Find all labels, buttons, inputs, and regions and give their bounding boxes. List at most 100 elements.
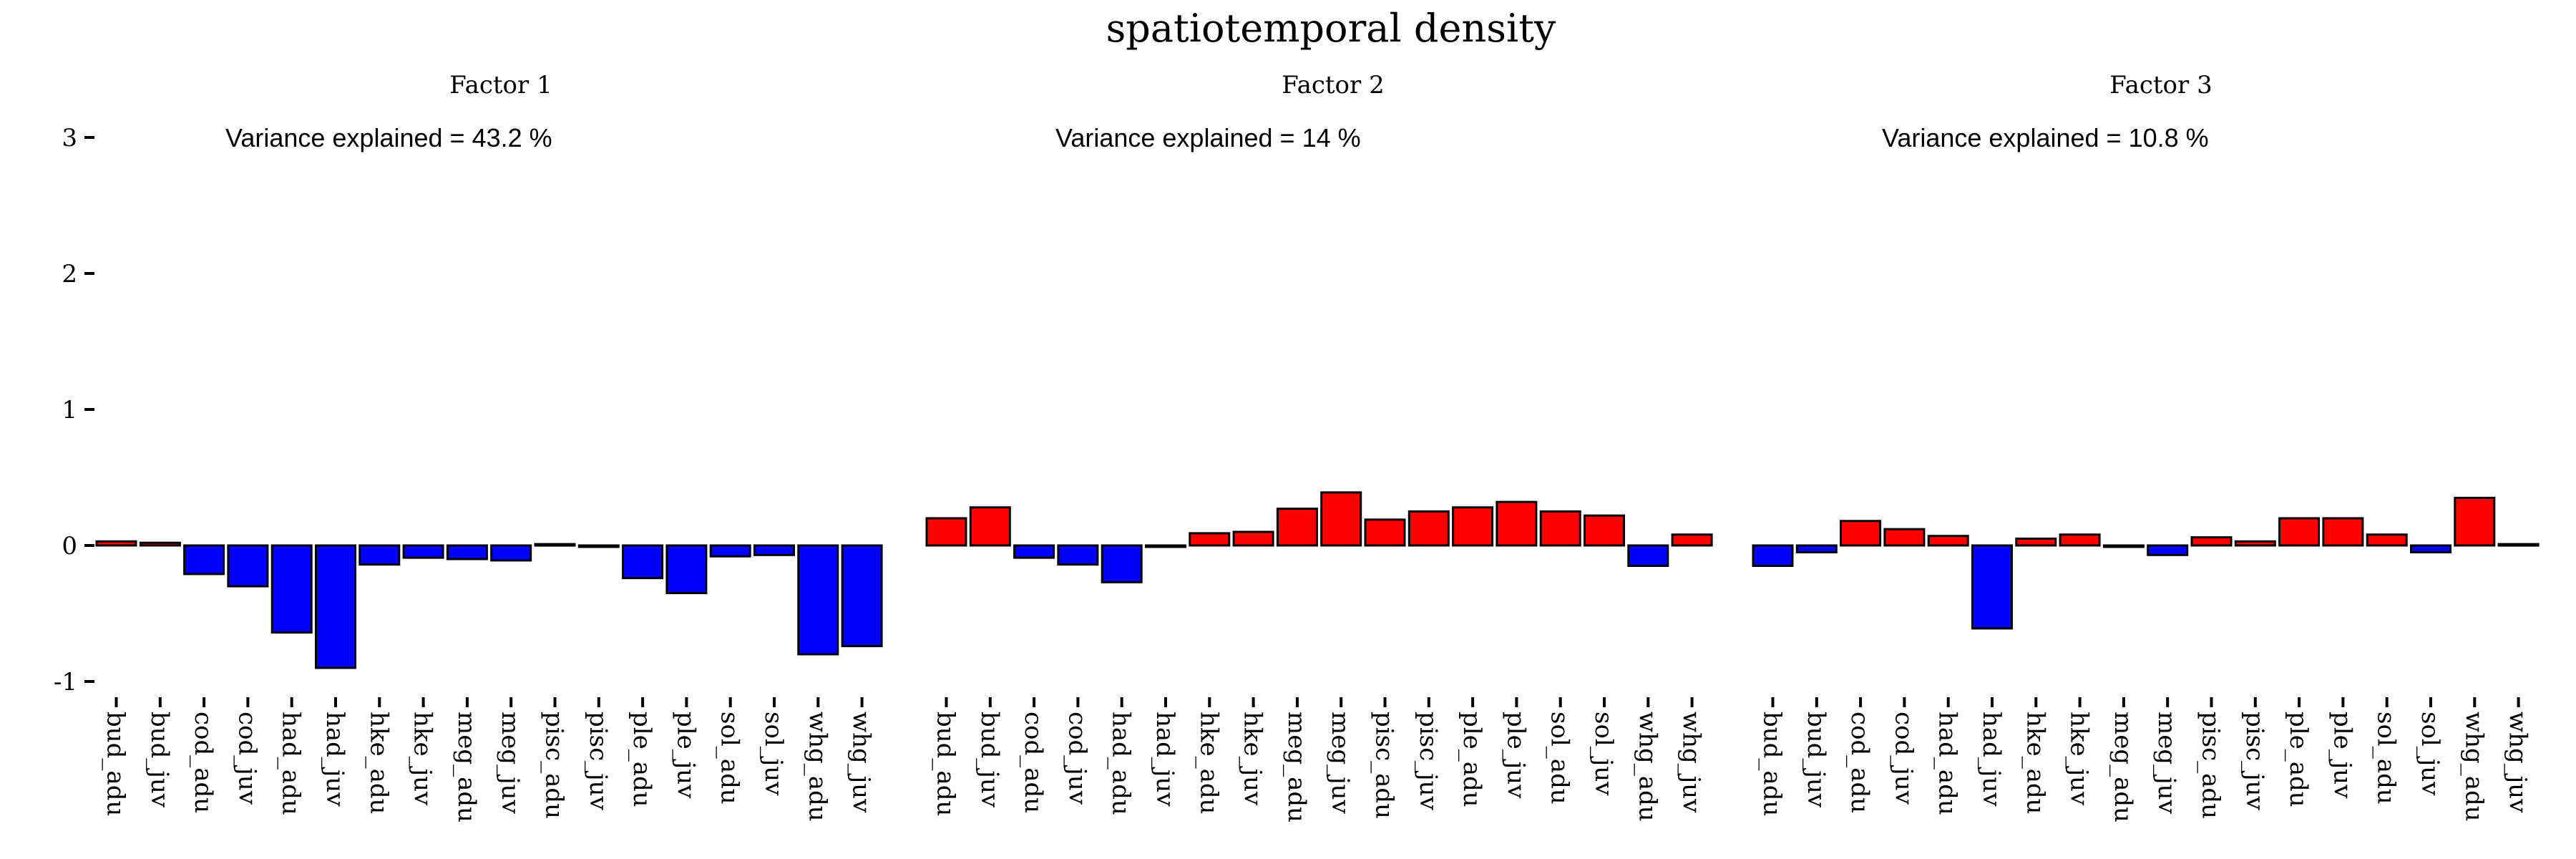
bar-ple_juv (1496, 500, 1538, 547)
x-tick-label: cod_adu (1845, 712, 1874, 813)
x-tick-label: sol_juv (1589, 712, 1618, 796)
x-tick-label: ple_juv (1501, 712, 1530, 799)
bar-cod_juv (1883, 528, 1926, 547)
x-tick-label: whg_adu (803, 712, 831, 822)
bar-had_adu (1101, 544, 1143, 583)
bar-pisc_juv (577, 544, 620, 548)
x-tick-label: cod_adu (189, 712, 218, 813)
x-tick-label: meg_juv (2152, 712, 2181, 815)
x-tick-label: had_juv (1151, 712, 1179, 807)
bar-had_juv (1145, 544, 1186, 548)
x-tick-label: hke_juv (409, 712, 437, 806)
bar-whg_juv (841, 544, 883, 648)
bar-meg_adu (1276, 508, 1318, 547)
x-tick-label: sol_adu (716, 712, 744, 805)
x-tick-label: sol_adu (1546, 712, 1574, 805)
x-tick-label: had_juv (321, 712, 349, 807)
x-tick-label: bud_adu (932, 712, 960, 816)
x-tick-label: ple_juv (671, 712, 700, 799)
x-tick-label: pisc_juv (1414, 712, 1443, 811)
bar-cod_adu (1840, 520, 1882, 547)
bar-had_adu (270, 544, 313, 634)
x-tick-label: ple_juv (2328, 712, 2356, 799)
bar-whg_juv (2497, 543, 2540, 547)
bar-pisc_adu (534, 543, 576, 547)
variance-explained-label: Variance explained = 10.8 % (1882, 123, 2209, 152)
bar-sol_juv (1584, 514, 1625, 547)
x-tick-label: had_juv (1977, 712, 2006, 807)
x-tick-label: pisc_juv (584, 712, 613, 811)
x-tick-label: had_adu (277, 712, 306, 815)
x-tick-label: cod_juv (1063, 712, 1091, 805)
bar-pisc_adu (2190, 536, 2233, 547)
bar-sol_juv (753, 544, 795, 556)
bar-meg_juv (2147, 544, 2189, 556)
factor-panel-2: Factor 2 Variance explained = 14 % bud_adu… (925, 71, 1713, 822)
x-tick-label: sol_juv (759, 712, 788, 796)
bar-hke_adu (358, 544, 401, 566)
x-tick-label: whg_adu (1633, 712, 1662, 822)
bar-pisc_adu (1364, 518, 1406, 547)
x-tick-label: whg_adu (2459, 712, 2488, 822)
bar-meg_adu (446, 544, 488, 560)
bar-sol_adu (2366, 533, 2408, 547)
bar-sol_juv (2410, 544, 2451, 553)
x-tick-label: had_adu (1107, 712, 1136, 815)
y-tick-label: -1 (54, 668, 77, 697)
x-tick-label: had_adu (1933, 712, 1962, 815)
x-tick-label: sol_juv (2416, 712, 2444, 796)
bar-cod_adu (1013, 544, 1055, 559)
bar-cod_juv (227, 544, 269, 588)
x-tick-label: whg_juv (847, 712, 876, 813)
bar-had_juv (315, 544, 356, 669)
panel-title: Factor 1 (449, 71, 552, 100)
x-tick-label: pisc_adu (540, 712, 569, 819)
x-tick-label: hke_adu (2021, 712, 2049, 815)
x-tick-label: bud_juv (975, 712, 1004, 808)
bar-ple_juv (665, 544, 708, 594)
bar-bud_juv (969, 506, 1011, 547)
x-tick-label: meg_adu (2109, 712, 2137, 822)
bar-hke_adu (2015, 538, 2057, 547)
x-tick-label: hke_juv (1239, 712, 1267, 806)
bar-cod_juv (1057, 544, 1099, 566)
x-tick-label: hke_adu (364, 712, 393, 815)
bar-whg_adu (1627, 544, 1669, 567)
x-tick-label: cod_adu (1019, 712, 1048, 813)
x-tick-label: meg_juv (1326, 712, 1355, 815)
x-tick-label: sol_adu (2372, 712, 2401, 805)
bar-ple_adu (2278, 517, 2321, 547)
factor-panel-3: Factor 3 Variance explained = 10.8 % bud_a… (1752, 71, 2540, 822)
bar-bud_juv (139, 541, 181, 547)
variance-explained-label: Variance explained = 43.2 % (225, 123, 552, 152)
bar-had_juv (1971, 544, 2013, 630)
y-axis: 3 2 1 0 -1 (54, 124, 94, 697)
bar-bud_juv (1795, 544, 1838, 553)
x-tick-label: ple_adu (2284, 712, 2313, 807)
variance-explained-label: Variance explained = 14 % (1055, 123, 1361, 152)
factor-panel-1: Factor 1 Variance explained = 43.2 % bud_a… (95, 71, 883, 822)
x-tick-label: hke_adu (1194, 712, 1223, 815)
bar-pisc_juv (1407, 510, 1450, 547)
x-tick-label: ple_adu (628, 712, 656, 807)
x-tick-label: pisc_juv (2240, 712, 2269, 811)
y-tick-label: 3 (62, 124, 77, 152)
bar-meg_adu (2102, 544, 2145, 548)
x-tick-label: bud_juv (145, 712, 174, 808)
y-tick-label: 1 (62, 396, 77, 424)
x-tick-label: meg_adu (452, 712, 481, 822)
bar-whg_adu (797, 544, 839, 656)
bar-ple_juv (2322, 517, 2364, 547)
x-tick-label: meg_adu (1282, 712, 1311, 822)
panel-title: Factor 2 (1282, 71, 1384, 100)
y-tick-label: 0 (62, 532, 77, 560)
bar-bud_adu (95, 540, 137, 547)
bar-ple_adu (622, 544, 664, 580)
x-tick-label: bud_adu (1758, 712, 1787, 816)
bar-whg_juv (1671, 533, 1713, 547)
x-tick-label: hke_juv (2065, 712, 2094, 806)
bar-hke_adu (1189, 532, 1231, 547)
bar-sol_adu (1539, 510, 1581, 547)
bar-sol_adu (709, 544, 751, 558)
